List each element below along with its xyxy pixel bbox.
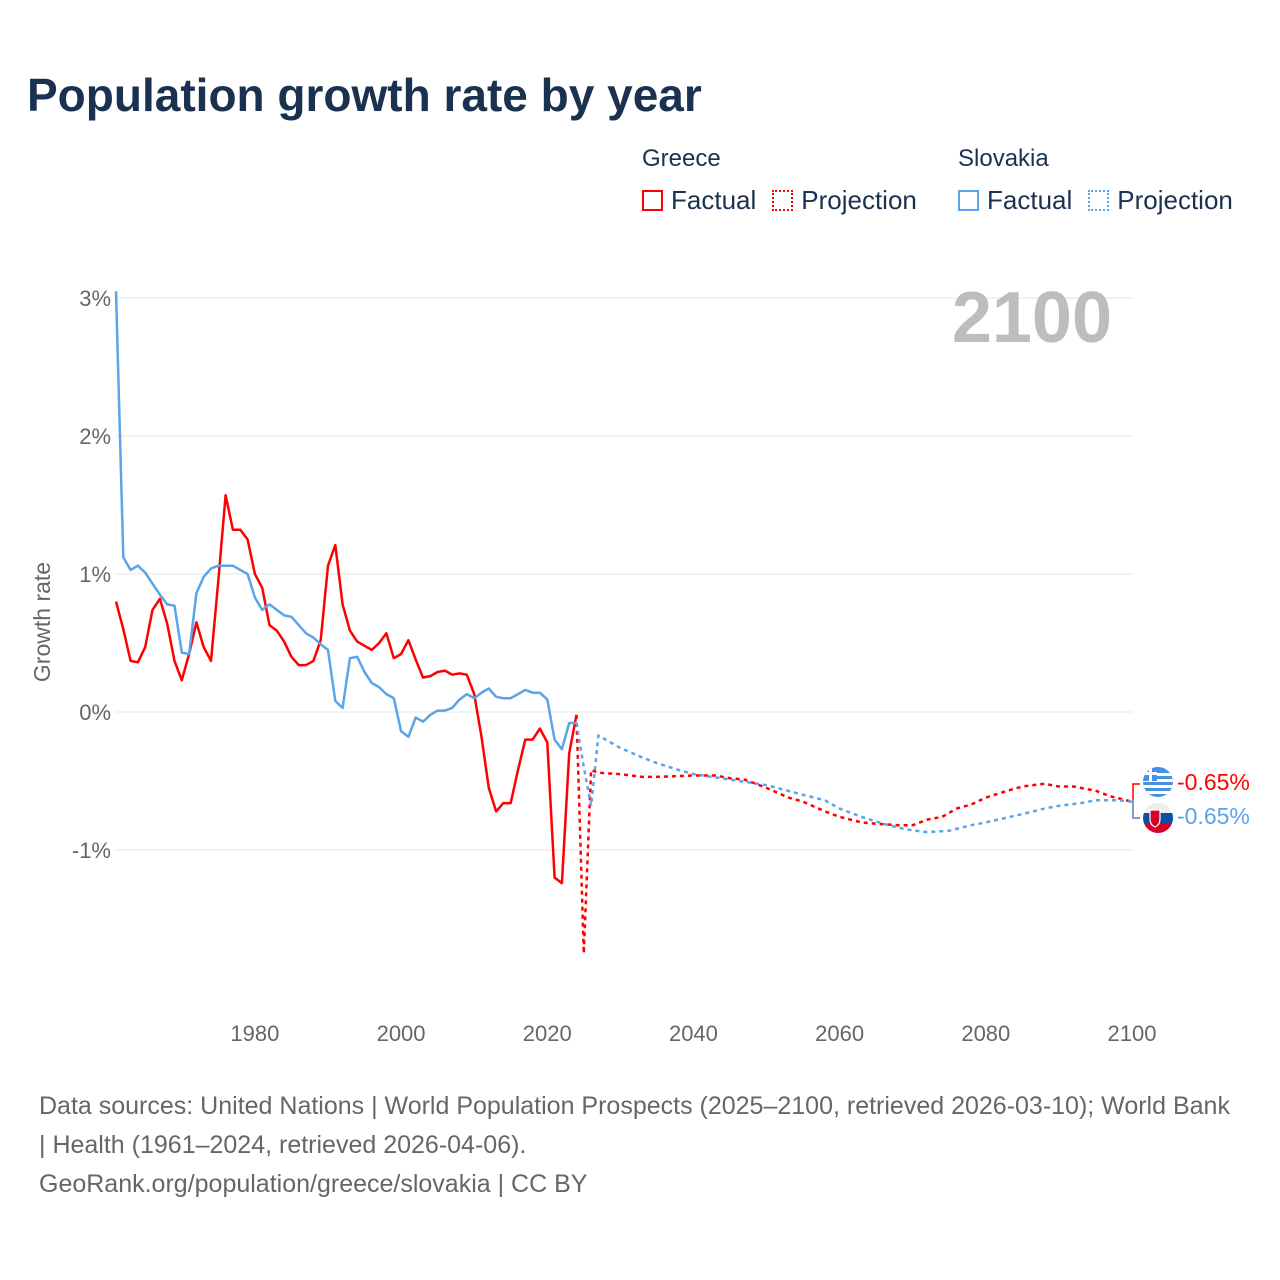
greece-end-value: -0.65% — [1177, 769, 1250, 795]
credit-link[interactable]: GeoRank.org/population/greece/slovakia |… — [39, 1170, 588, 1198]
legend-label: Projection — [801, 185, 917, 215]
slovakia-end-value: -0.65% — [1177, 803, 1250, 829]
legend-greece-projection[interactable]: Projection — [772, 185, 917, 216]
x-tick-label: 2040 — [669, 1021, 718, 1046]
slovakia-projection-line — [575, 722, 1133, 834]
legend-label: Factual — [987, 185, 1073, 215]
legend-slovakia-projection[interactable]: Projection — [1088, 185, 1233, 216]
solid-swatch-icon — [642, 190, 663, 211]
dotted-swatch-icon — [772, 190, 794, 211]
greece-connector — [1132, 783, 1140, 819]
year-indicator: 2100 — [952, 278, 1112, 358]
y-tick-label: 1% — [79, 562, 111, 587]
legend-slovakia-title: Slovakia — [958, 145, 1049, 172]
slovakia-flag-icon — [1143, 803, 1173, 833]
data-sources: Data sources: United Nations | World Pop… — [39, 1092, 1230, 1159]
legend-greece: Greece Factual Projection — [642, 145, 933, 216]
line-chart: 3%2%1%0%-1%1980 2000 2020 2040 2060 2080 2100 … — [29, 278, 1250, 1046]
legend-slovakia: Slovakia Factual Projection — [958, 145, 1249, 216]
dotted-swatch-icon — [1088, 190, 1110, 211]
y-tick-label: 0% — [79, 700, 111, 725]
legend-greece-factual[interactable]: Factual — [642, 185, 756, 216]
x-tick-label: 2000 — [377, 1021, 426, 1046]
y-tick-label: -1% — [72, 838, 111, 863]
slovakia-factual-line — [114, 291, 577, 751]
x-tick-label: 1980 — [230, 1021, 279, 1046]
legend-label: Projection — [1117, 185, 1233, 215]
legend-greece-title: Greece — [642, 145, 721, 172]
greece-factual-line — [114, 494, 578, 885]
legend-slovakia-factual[interactable]: Factual — [958, 185, 1072, 216]
y-tick-label: 3% — [79, 286, 111, 311]
x-tick-label: 2080 — [961, 1021, 1010, 1046]
footer: Data sources: United Nations | World Pop… — [39, 1087, 1239, 1204]
chart-title: Population growth rate by year — [27, 69, 702, 121]
solid-swatch-icon — [958, 190, 979, 211]
slovakia-connector — [1132, 800, 1140, 819]
greece-flag-icon — [1143, 767, 1173, 797]
y-axis-label: Growth rate — [29, 562, 55, 682]
greece-projection-line — [575, 714, 1133, 955]
y-tick-label: 2% — [79, 424, 111, 449]
legend-label: Factual — [671, 185, 757, 215]
x-tick-label: 2060 — [815, 1021, 864, 1046]
x-tick-label: 2100 — [1108, 1021, 1157, 1046]
x-tick-label: 2020 — [523, 1021, 572, 1046]
